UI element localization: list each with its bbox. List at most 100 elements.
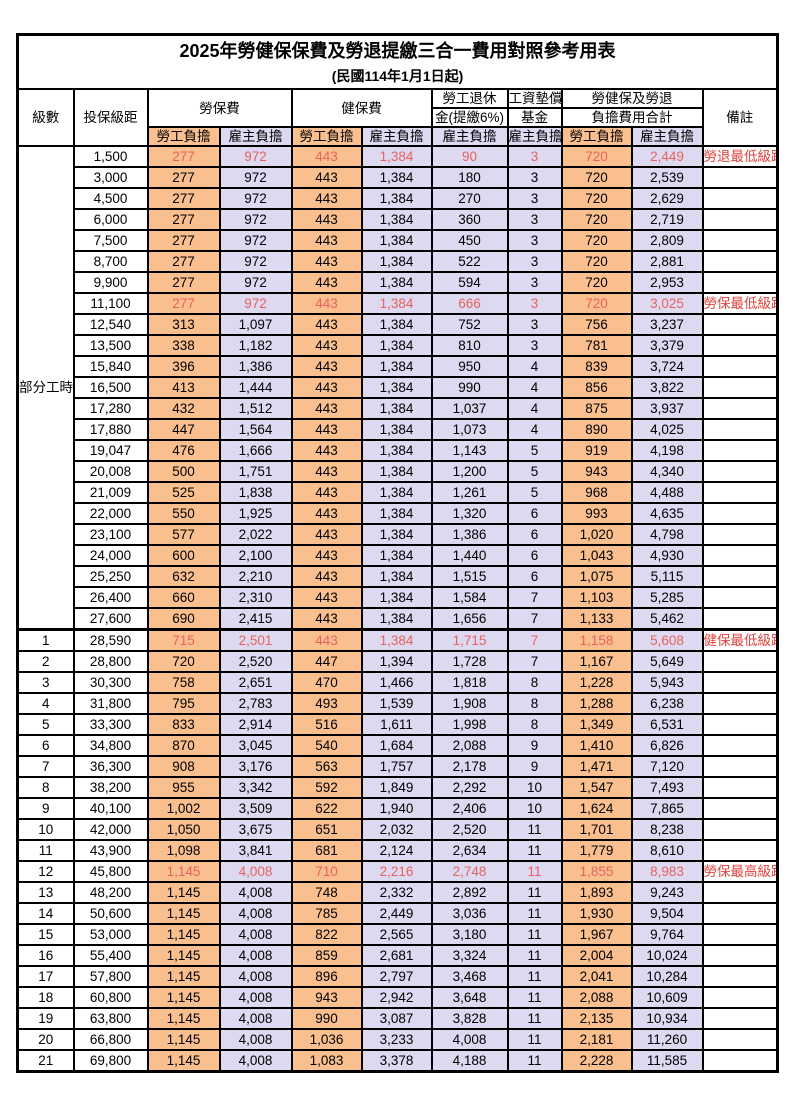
- cell-note: [701, 713, 779, 736]
- cell-health-employee: 443: [290, 418, 363, 441]
- subheader-health-employee: 勞工負擔: [290, 126, 363, 147]
- table-row: 10 42,000 1,050 3,675 651 2,032 2,520 11 1,701 8,…: [16, 818, 779, 841]
- cell-pension-employer: 270: [430, 187, 509, 210]
- cell-pension-employer: 1,037: [430, 397, 509, 420]
- cell-salary: 42,000: [72, 818, 149, 841]
- cell-pension-employer: 1,908: [430, 692, 509, 715]
- cell-health-employee: 896: [290, 965, 363, 988]
- cell-pension-employer: 1,715: [430, 628, 509, 652]
- cell-labor-employer: 972: [218, 229, 293, 252]
- cell-health-employee: 443: [290, 166, 363, 189]
- cell-total-employee: 2,088: [560, 986, 633, 1009]
- cell-wage-fund-employer: 3: [506, 187, 563, 210]
- cell-health-employee: 447: [290, 650, 363, 673]
- cell-level: 18: [16, 986, 75, 1009]
- cell-salary: 48,200: [72, 881, 149, 904]
- cell-labor-employee: 313: [146, 313, 221, 336]
- cell-level: 4: [16, 692, 75, 715]
- cell-wage-fund-employer: 11: [506, 1028, 563, 1051]
- cell-total-employer: 10,609: [630, 986, 704, 1009]
- cell-labor-employee: 525: [146, 481, 221, 504]
- table-row: 25,250 632 2,210 443 1,384 1,515 6 1,075 5,115: [18, 565, 779, 588]
- cell-level: 17: [16, 965, 75, 988]
- cell-labor-employer: 1,444: [218, 376, 293, 399]
- cell-total-employee: 1,075: [560, 565, 633, 588]
- cell-health-employer: 1,384: [360, 544, 433, 567]
- cell-wage-fund-employer: 3: [506, 229, 563, 252]
- cell-pension-employer: 2,088: [430, 734, 509, 757]
- cell-salary: 16,500: [72, 376, 149, 399]
- cell-total-employer: 3,379: [630, 334, 704, 357]
- cell-labor-employer: 4,008: [218, 1028, 293, 1051]
- cell-total-employee: 1,133: [560, 607, 633, 631]
- cell-pension-employer: 522: [430, 250, 509, 273]
- cell-health-employee: 622: [290, 797, 363, 820]
- cell-health-employee: 859: [290, 944, 363, 967]
- cell-total-employer: 4,340: [630, 460, 704, 483]
- cell-labor-employer: 2,783: [218, 692, 293, 715]
- cell-health-employer: 1,384: [360, 628, 433, 652]
- cell-health-employee: 443: [290, 376, 363, 399]
- cell-total-employee: 2,041: [560, 965, 633, 988]
- cell-labor-employee: 1,098: [146, 839, 221, 862]
- cell-total-employee: 2,135: [560, 1007, 633, 1030]
- cell-labor-employer: 1,751: [218, 460, 293, 483]
- cell-total-employee: 1,020: [560, 523, 633, 546]
- cell-total-employer: 4,198: [630, 439, 704, 462]
- cell-total-employee: 1,779: [560, 839, 633, 862]
- cell-level: 3: [16, 671, 75, 694]
- cell-total-employer: 4,635: [630, 502, 704, 525]
- cell-health-employer: 1,384: [360, 355, 433, 378]
- cell-health-employee: 443: [290, 355, 363, 378]
- cell-labor-employer: 2,914: [218, 713, 293, 736]
- cell-pension-employer: 1,656: [430, 607, 509, 631]
- cell-salary: 28,800: [72, 650, 149, 673]
- cell-health-employer: 2,565: [360, 923, 433, 946]
- cell-salary: 19,047: [72, 439, 149, 462]
- cell-note: [701, 734, 779, 757]
- table-row: 27,600 690 2,415 443 1,384 1,656 7 1,133 5,462: [18, 607, 779, 631]
- table-row: 9,900 277 972 443 1,384 594 3 720 2,953: [18, 271, 779, 294]
- cell-health-employee: 443: [290, 523, 363, 546]
- cell-note: 勞退最低級距: [701, 145, 779, 168]
- cell-wage-fund-employer: 8: [506, 671, 563, 694]
- cell-health-employer: 1,466: [360, 671, 433, 694]
- cell-labor-employer: 4,008: [218, 944, 293, 967]
- cell-labor-employer: 1,925: [218, 502, 293, 525]
- cell-total-employer: 4,930: [630, 544, 704, 567]
- cell-labor-employer: 3,342: [218, 776, 293, 799]
- cell-wage-fund-employer: 3: [506, 250, 563, 273]
- cell-level: 13: [16, 881, 75, 904]
- cell-health-employer: 1,384: [360, 586, 433, 609]
- table-row: 7 36,300 908 3,176 563 1,757 2,178 9 1,471 7,120: [16, 755, 779, 778]
- cell-note: [701, 544, 779, 567]
- cell-note: [701, 818, 779, 841]
- cell-pension-employer: 450: [430, 229, 509, 252]
- cell-health-employee: 493: [290, 692, 363, 715]
- cell-health-employee: 681: [290, 839, 363, 862]
- cell-labor-employee: 908: [146, 755, 221, 778]
- cell-labor-employer: 1,386: [218, 355, 293, 378]
- cell-labor-employer: 972: [218, 166, 293, 189]
- cell-health-employer: 1,684: [360, 734, 433, 757]
- cell-total-employee: 1,043: [560, 544, 633, 567]
- cell-total-employer: 3,822: [630, 376, 704, 399]
- cell-labor-employee: 600: [146, 544, 221, 567]
- cell-pension-employer: 752: [430, 313, 509, 336]
- cell-total-employer: 2,953: [630, 271, 704, 294]
- cell-health-employer: 1,757: [360, 755, 433, 778]
- cell-total-employer: 4,798: [630, 523, 704, 546]
- table-row: 11,100 277 972 443 1,384 666 3 720 3,025 勞保最低級距: [18, 292, 779, 315]
- cell-health-employee: 785: [290, 902, 363, 925]
- cell-wage-fund-employer: 3: [506, 334, 563, 357]
- cell-health-employer: 1,384: [360, 607, 433, 631]
- cell-health-employer: 2,124: [360, 839, 433, 862]
- cell-wage-fund-employer: 5: [506, 481, 563, 504]
- cell-health-employer: 1,384: [360, 460, 433, 483]
- cell-wage-fund-employer: 11: [506, 923, 563, 946]
- cell-total-employer: 2,449: [630, 145, 704, 168]
- cell-health-employer: 2,681: [360, 944, 433, 967]
- table-row: 18 60,800 1,145 4,008 943 2,942 3,648 11 2,088 10…: [16, 986, 779, 1009]
- cell-labor-employee: 432: [146, 397, 221, 420]
- cell-labor-employee: 338: [146, 334, 221, 357]
